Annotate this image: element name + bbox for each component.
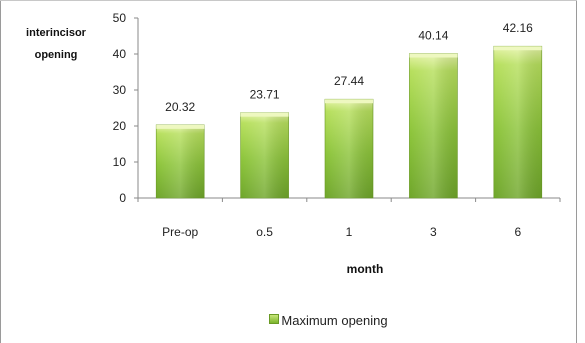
data-label: 27.44 xyxy=(334,74,364,88)
legend-swatch xyxy=(269,314,280,324)
bar-top-highlight xyxy=(493,46,542,51)
legend-series-name: Maximum opening xyxy=(281,313,388,328)
bar-top-highlight xyxy=(156,124,205,129)
x-tick-label: 3 xyxy=(430,225,437,239)
bar-shading xyxy=(409,53,458,198)
data-label: 23.71 xyxy=(250,88,280,102)
x-tick-label: Pre-op xyxy=(162,225,198,239)
y-tick-label: 0 xyxy=(119,191,126,205)
bar-shading xyxy=(240,112,289,198)
frame-left-border xyxy=(0,0,1,343)
bar-top-highlight xyxy=(325,99,373,104)
x-tick-label: o.5 xyxy=(256,225,273,239)
bar-shading xyxy=(493,46,542,198)
bar-chart: 0 10 20 30 40 50 20.32 Pre-op 23.71 o.5 27.44 1 40.1… xyxy=(113,11,561,239)
bar-shading xyxy=(325,99,373,198)
x-tick-label: 6 xyxy=(514,225,521,239)
data-label: 20.32 xyxy=(165,100,195,114)
y-tick-label: 40 xyxy=(113,47,127,61)
legend: Maximum opening xyxy=(0,313,577,328)
data-label: 42.16 xyxy=(503,21,533,35)
x-axis-label: month xyxy=(346,262,384,276)
x-tick-label: 1 xyxy=(346,225,353,239)
bar-shading xyxy=(156,124,205,198)
y-axis-label: interincisor opening xyxy=(26,27,86,61)
y-tick-label: 20 xyxy=(113,119,127,133)
data-label: 40.14 xyxy=(418,28,448,42)
bar-top-highlight xyxy=(409,53,458,58)
y-tick-label: 50 xyxy=(113,11,127,25)
y-tick-label: 10 xyxy=(113,155,127,169)
bar-top-highlight xyxy=(240,112,289,117)
frame-top-border xyxy=(0,0,577,1)
y-tick-label: 30 xyxy=(113,83,127,97)
